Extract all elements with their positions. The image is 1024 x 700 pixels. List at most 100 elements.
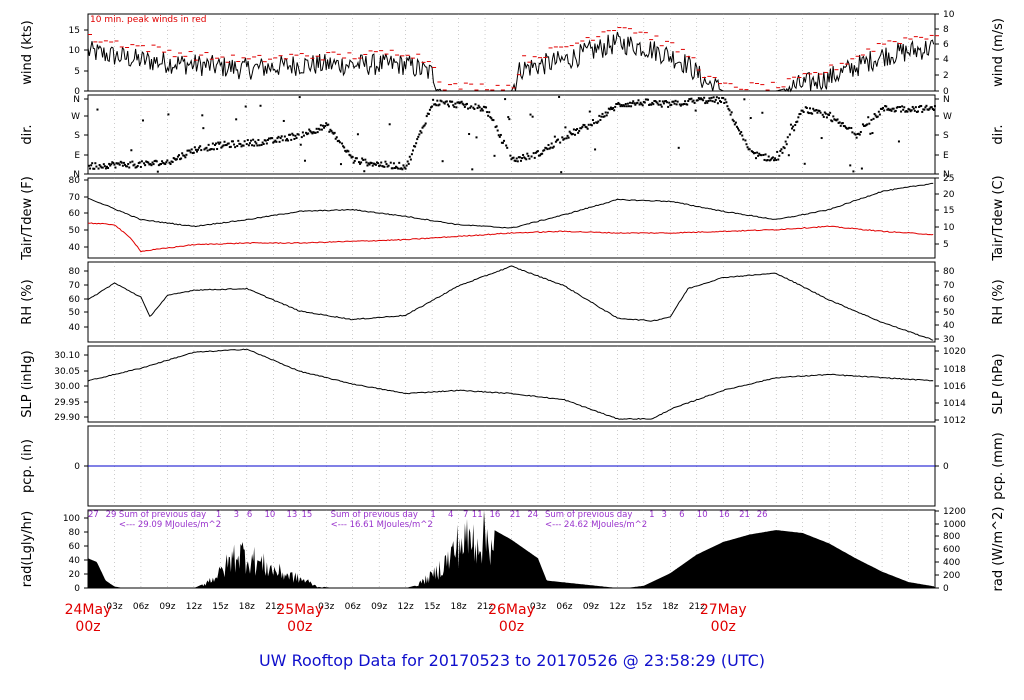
- direction-point: [229, 145, 232, 148]
- direction-point: [151, 161, 154, 164]
- direction-point: [666, 101, 669, 104]
- direction-point: [96, 108, 99, 111]
- direction-point: [703, 96, 706, 99]
- direction-point: [228, 146, 231, 149]
- y-tick-label-left: 60: [69, 209, 81, 219]
- direction-point: [583, 124, 586, 127]
- radiation-annotation: 21: [739, 510, 750, 520]
- y-tick-label-left: 80: [69, 267, 81, 277]
- direction-point: [149, 163, 152, 166]
- direction-point: [102, 163, 105, 166]
- direction-point: [400, 167, 403, 170]
- direction-point: [726, 105, 729, 108]
- direction-point: [161, 160, 164, 163]
- radiation-annotation: 1: [216, 510, 221, 520]
- direction-point: [740, 131, 743, 134]
- direction-point: [474, 103, 477, 106]
- direction-point: [219, 141, 222, 144]
- direction-point: [421, 126, 424, 129]
- direction-point: [665, 100, 668, 103]
- direction-point: [870, 118, 873, 121]
- panel-frame: [87, 13, 936, 92]
- direction-point: [387, 164, 390, 167]
- direction-point: [216, 148, 219, 151]
- y-tick-label-right: 400: [943, 558, 960, 568]
- direction-point: [742, 138, 745, 141]
- direction-point: [266, 138, 269, 141]
- direction-point: [270, 137, 273, 140]
- direction-point: [162, 161, 165, 164]
- direction-point: [657, 103, 660, 106]
- footer-title: UW Rooftop Data for 20170523 to 20170526…: [259, 651, 765, 670]
- direction-point: [230, 140, 233, 143]
- direction-point: [414, 145, 417, 148]
- direction-point: [719, 100, 722, 103]
- direction-point: [571, 132, 574, 135]
- direction-point: [275, 140, 278, 143]
- direction-point: [152, 163, 155, 166]
- direction-point: [207, 143, 210, 146]
- direction-point: [702, 99, 705, 102]
- y-tick-label-right: 1012: [943, 416, 966, 426]
- direction-point: [814, 109, 817, 112]
- direction-point: [437, 104, 440, 107]
- direction-point: [861, 123, 864, 126]
- direction-point: [233, 143, 236, 146]
- direction-point: [654, 100, 657, 103]
- direction-point: [121, 164, 124, 167]
- direction-point: [820, 137, 823, 140]
- direction-point: [276, 137, 279, 140]
- direction-point: [241, 144, 244, 147]
- direction-point: [317, 127, 320, 130]
- direction-point: [509, 154, 512, 157]
- direction-point: [767, 155, 770, 158]
- direction-point: [637, 99, 640, 102]
- direction-point: [668, 101, 671, 104]
- direction-point: [764, 153, 767, 156]
- direction-point: [423, 124, 426, 127]
- direction-point: [271, 137, 274, 140]
- direction-point: [579, 127, 582, 130]
- x-date-hour-label: 00z: [287, 619, 312, 635]
- direction-point: [424, 122, 427, 125]
- direction-point: [366, 164, 369, 167]
- y-tick-label-left: 100: [63, 514, 80, 524]
- radiation-annotation: 1: [649, 510, 654, 520]
- direction-point: [858, 133, 861, 136]
- direction-point: [567, 136, 570, 139]
- direction-point: [352, 161, 355, 164]
- direction-point: [608, 108, 611, 111]
- direction-point: [391, 167, 394, 170]
- y-tick-label-left: 40: [69, 556, 81, 566]
- direction-point: [90, 164, 93, 167]
- direction-point: [451, 100, 454, 103]
- direction-point: [378, 164, 381, 167]
- direction-point: [188, 149, 191, 152]
- direction-point: [438, 103, 441, 106]
- direction-point: [911, 105, 914, 108]
- direction-point: [511, 157, 514, 160]
- y-tick-label-right: 1018: [943, 365, 966, 375]
- direction-point: [604, 111, 607, 114]
- direction-point: [789, 123, 792, 126]
- direction-point: [902, 108, 905, 111]
- direction-point: [891, 107, 894, 110]
- direction-point: [452, 104, 455, 107]
- radiation-annotation: 10: [697, 510, 708, 520]
- direction-point: [696, 99, 699, 102]
- direction-point: [165, 161, 168, 164]
- direction-point: [179, 158, 182, 161]
- direction-point: [281, 139, 284, 142]
- direction-point: [255, 142, 258, 145]
- direction-point: [342, 145, 345, 148]
- direction-point: [865, 124, 868, 127]
- direction-point: [677, 146, 680, 149]
- direction-point: [247, 144, 250, 147]
- direction-point: [91, 162, 94, 165]
- direction-point: [193, 146, 196, 149]
- direction-point: [748, 148, 751, 151]
- direction-point: [507, 116, 510, 119]
- direction-point: [117, 162, 120, 165]
- x-axis: 03z 06z 09z 12z 15z 18z 21z 03z 06z 09z 12z 15z 18z 2…: [65, 602, 747, 635]
- direction-point: [337, 139, 340, 142]
